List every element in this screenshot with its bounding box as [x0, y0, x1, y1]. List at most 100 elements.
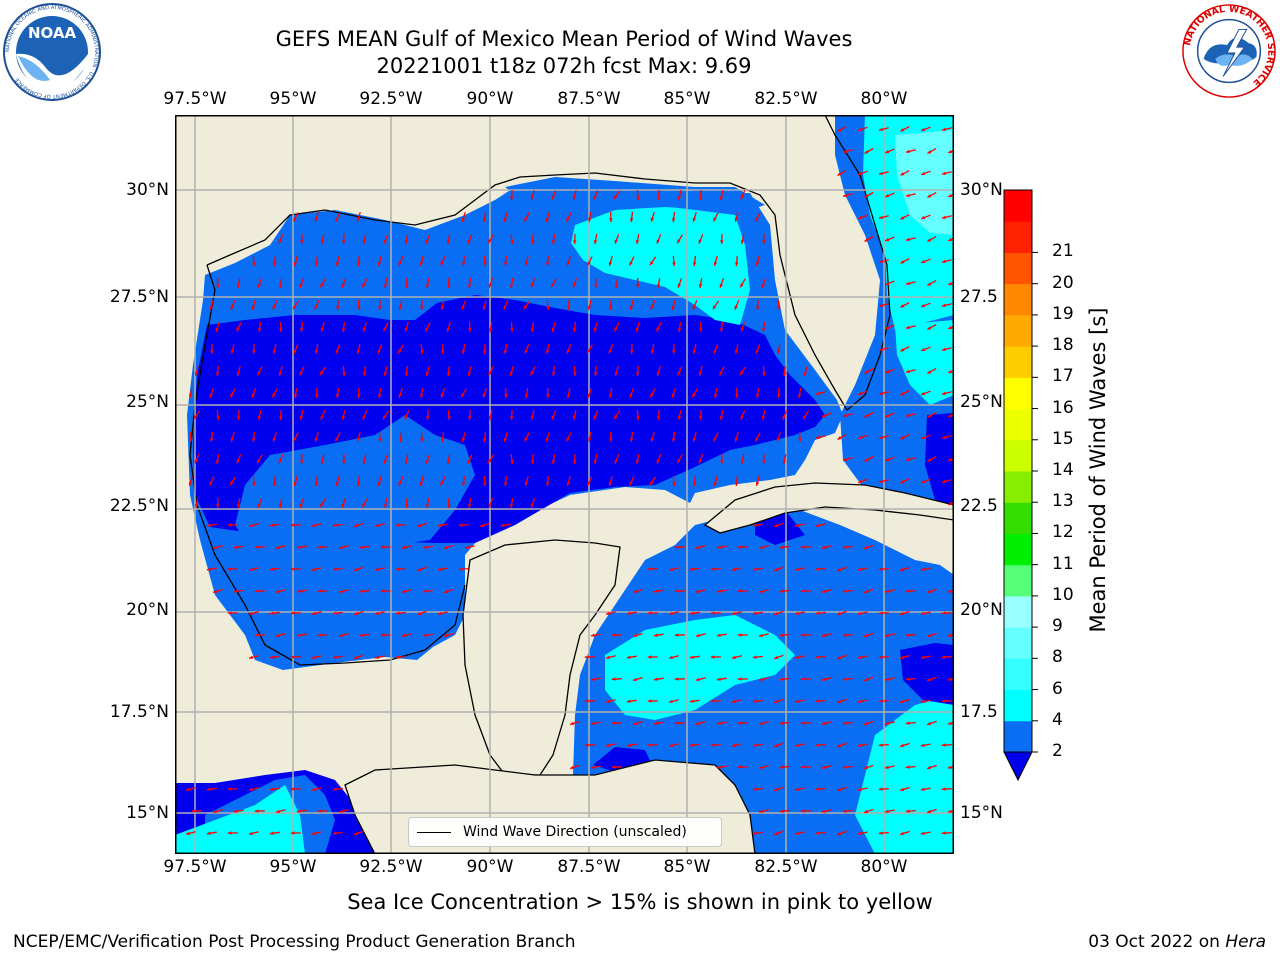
wind-arrow-head: [942, 479, 946, 483]
wind-arrow-head: [710, 611, 715, 615]
wind-arrow-head: [206, 787, 211, 791]
wind-arrow-head: [842, 545, 847, 549]
wind-arrow-head: [732, 743, 736, 747]
wind-arrow-head: [716, 677, 721, 681]
wind-arrow-head: [339, 633, 343, 637]
wind-arrow-head: [815, 699, 820, 703]
wind-arrow-head: [759, 589, 763, 593]
wind-arrow-head: [488, 371, 492, 376]
wind-arrow-head: [606, 743, 610, 748]
wind-arrow-head: [713, 261, 718, 266]
wind-arrow-head: [362, 372, 367, 376]
wind-arrow-head: [921, 391, 926, 396]
wind-arrow-head: [189, 438, 193, 442]
wind-arrow-head: [900, 304, 905, 308]
wind-arrow-head: [941, 787, 946, 791]
wind-arrow-head: [920, 831, 925, 835]
wind-arrow-head: [213, 545, 217, 550]
wind-arrow-head: [209, 305, 214, 310]
colorbar-tick-label: 16: [1052, 397, 1074, 418]
wind-arrow-head: [719, 195, 724, 200]
wind-arrow-head: [737, 633, 742, 637]
wind-arrow-head: [257, 328, 262, 332]
wind-arrow-head: [927, 677, 931, 682]
wind-arrow-head: [629, 393, 633, 398]
wind-arrow-head: [206, 523, 211, 527]
lon-label-bottom: 92.5°W: [359, 857, 423, 877]
wind-arrow-head: [398, 438, 403, 442]
wind-arrow-head: [488, 283, 492, 288]
wind-arrow-head: [794, 699, 799, 703]
wind-arrow-head: [482, 218, 487, 222]
colorbar-swatch: [1004, 595, 1032, 628]
wind-arrow-head: [206, 567, 211, 571]
wind-arrow-head: [779, 545, 784, 549]
wind-arrow-head: [927, 765, 931, 770]
wind-arrow-head: [843, 413, 847, 418]
wind-arrow-head: [774, 743, 779, 748]
caribbean-cyan-se: [855, 695, 954, 854]
wind-arrow-head: [464, 545, 469, 549]
wind-arrow-head: [572, 328, 577, 332]
wind-arrow-head: [942, 215, 946, 219]
wind-arrow-head: [942, 347, 946, 351]
wind-arrow-head: [356, 262, 361, 266]
wind-arrow-head: [483, 262, 487, 266]
wind-arrow-head: [947, 765, 952, 769]
wind-arrow-head: [800, 765, 805, 769]
wind-arrow-head: [593, 460, 598, 464]
wind-arrow-head: [782, 460, 787, 464]
wind-arrow-head: [272, 482, 277, 486]
wind-arrow-head: [354, 611, 359, 616]
wind-arrow-head: [837, 743, 841, 748]
wind-arrow-head: [878, 655, 883, 659]
wind-arrow-head: [551, 415, 555, 420]
lon-label-top: 82.5°W: [754, 89, 818, 109]
wind-arrow-head: [398, 393, 402, 398]
wind-arrow-head: [905, 765, 910, 769]
wind-arrow-head: [653, 677, 658, 681]
wind-arrow-head: [504, 394, 508, 398]
wind-arrow-head: [458, 567, 463, 571]
wind-arrow-head: [545, 437, 550, 442]
wind-arrow-head: [300, 460, 304, 464]
wind-arrow-head: [488, 328, 493, 332]
lat-label-right: 30°N: [960, 180, 1003, 200]
wind-arrow-head: [293, 261, 298, 266]
colorbar-tick-label: 13: [1052, 491, 1074, 512]
wind-arrow-head: [276, 633, 280, 638]
wind-arrow-head: [404, 460, 409, 464]
wind-arrow-head: [774, 699, 779, 704]
wind-arrow-head: [842, 765, 847, 769]
wind-arrow-head: [606, 611, 610, 616]
wind-arrow-head: [312, 787, 316, 791]
legend-label: Wind Wave Direction (unscaled): [463, 824, 687, 840]
wind-arrow-head: [650, 305, 654, 310]
colorbar-swatch: [1004, 720, 1032, 753]
wind-arrow-head: [461, 217, 466, 222]
wind-arrow-head: [857, 699, 862, 703]
wind-arrow-head: [900, 392, 905, 396]
wind-arrow-head: [669, 567, 673, 571]
wind-arrow-head: [713, 481, 718, 486]
wind-arrow-head: [584, 699, 589, 703]
wind-arrow-head: [278, 239, 282, 244]
wind-arrow-head: [320, 415, 324, 420]
wind-arrow-head: [752, 699, 757, 703]
footer-date: 03 Oct 2022 on Hera: [1088, 932, 1266, 952]
wind-arrow-head: [611, 721, 616, 725]
wind-arrow-head: [719, 328, 724, 332]
wind-arrow-head: [272, 350, 277, 354]
wind-arrow-head: [425, 459, 429, 464]
wind-arrow-head: [587, 218, 592, 222]
wind-arrow-head: [314, 262, 319, 266]
wind-arrow-head: [947, 677, 952, 681]
wind-arrow-head: [635, 240, 640, 244]
wind-arrow-head: [657, 196, 661, 200]
wind-arrow-head: [419, 481, 424, 486]
wind-arrow-head: [194, 504, 199, 508]
wind-arrow-head: [885, 149, 890, 154]
lon-label-top: 80°W: [860, 89, 908, 109]
wind-arrow-head: [437, 611, 442, 615]
wind-arrow-head: [278, 504, 283, 508]
